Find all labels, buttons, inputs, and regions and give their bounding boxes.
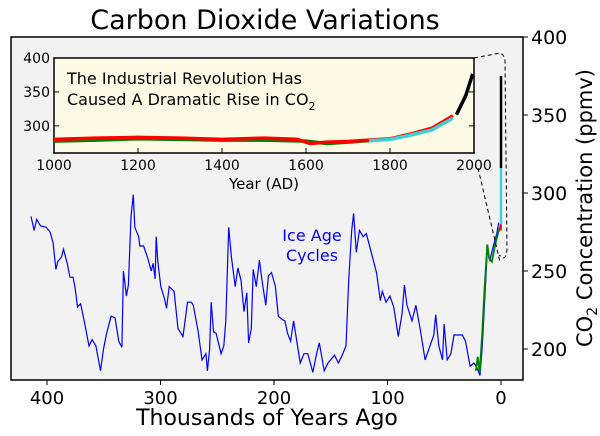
y-axis-label-main: CO <box>573 316 597 347</box>
inset-x-tick-label: 2000 <box>456 158 492 174</box>
y-tick-label: 350 <box>531 105 567 127</box>
inset-x-axis-label: Year (AD) <box>228 175 299 193</box>
x-tick-label: 200 <box>257 388 291 409</box>
inset-x-tick-label: 1400 <box>204 158 240 174</box>
y-axis-label: CO2 Concentration (ppmv) <box>573 69 600 347</box>
x-axis-label: Thousands of Years Ago <box>135 406 398 431</box>
inset-annotation-line2-main: Caused A Dramatic Rise in CO <box>67 90 309 109</box>
inset-annotation-sub: 2 <box>309 100 316 113</box>
inset-y-tick-label: 350 <box>23 85 50 101</box>
y-tick-label: 300 <box>531 183 567 205</box>
y-tick-label: 250 <box>531 261 567 283</box>
inset-series-line-2 <box>368 116 454 143</box>
zoom-connector-lines <box>473 52 508 263</box>
inset-y-tick-label: 400 <box>23 51 50 67</box>
inset-x-tick-label: 1000 <box>36 158 72 174</box>
x-tick-label: 100 <box>370 388 404 409</box>
main-series-group <box>30 76 503 376</box>
y-tick-label: 400 <box>531 27 567 49</box>
chart-title: Carbon Dioxide Variations <box>90 5 440 36</box>
inset-annotation-line1: The Industrial Revolution Has <box>66 69 302 88</box>
inset-x-tick-label: 1600 <box>288 158 324 174</box>
inset-axis-ticks: 1000 1200 1400 1600 1800 2000 300 350 400 <box>23 51 492 174</box>
inset-x-tick-label: 1800 <box>372 158 408 174</box>
inset-x-tick-label: 1200 <box>120 158 156 174</box>
x-tick-label: 0 <box>495 388 506 409</box>
y-axis-label-sub: 2 <box>585 307 600 316</box>
y-axis-label-rest: Concentration (ppmv) <box>573 69 597 307</box>
x-tick-label: 400 <box>30 388 64 409</box>
ice-age-annotation-line1: Ice Age <box>282 226 341 245</box>
inset-series-group <box>53 73 475 146</box>
inset-annotation-line2: Caused A Dramatic Rise in CO2 <box>67 90 316 113</box>
main-series-line-0 <box>30 194 500 376</box>
ice-age-annotation-line2: Cycles <box>286 246 338 265</box>
inset-y-tick-label: 300 <box>23 119 50 135</box>
y-tick-label: 200 <box>531 339 567 361</box>
main-series-line-1 <box>475 227 501 373</box>
x-tick-label: 300 <box>143 388 177 409</box>
inset-series-line-3 <box>454 73 475 116</box>
